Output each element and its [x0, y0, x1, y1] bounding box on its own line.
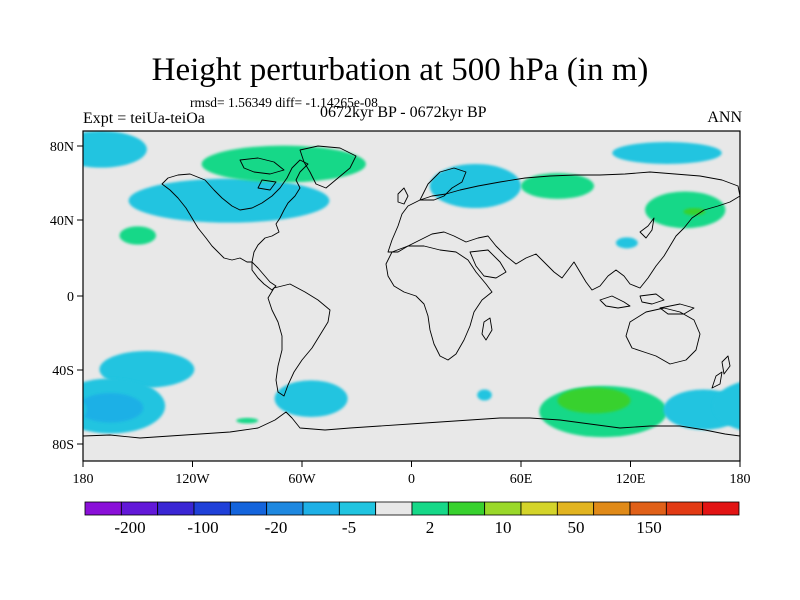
anomaly-region	[712, 382, 740, 430]
plot-title: Height perturbation at 500 hPa (in m)	[151, 52, 649, 88]
period-label: 0672kyr BP - 0672kyr BP	[320, 104, 487, 121]
colorbar-label: -200	[114, 518, 145, 537]
anomaly-region	[83, 393, 144, 423]
anomaly-region	[83, 131, 147, 168]
coastline-maritime-asia	[599, 293, 695, 315]
colorbar-label: 150	[636, 518, 662, 537]
latitude-axis: 80N 40N 0 40S 80S	[50, 140, 83, 453]
lon-tick-180e: 180	[730, 472, 751, 487]
colorbar-swatch	[302, 501, 340, 516]
colorbar-label: -20	[265, 518, 288, 537]
experiment-label: Expt = teiUa-teiOa	[83, 110, 205, 127]
anomaly-region	[521, 173, 594, 199]
lat-tick-0: 0	[67, 290, 74, 305]
coastline-japan	[639, 217, 655, 239]
colorbar-label: -5	[342, 518, 356, 537]
colorbar-swatch	[84, 501, 122, 516]
coastline-north-america	[161, 159, 309, 263]
colorbar-swatch	[702, 501, 740, 516]
anomaly-shading	[83, 131, 740, 438]
colorbar-swatch	[157, 501, 195, 516]
coastline-africa	[385, 245, 493, 361]
colorbar-swatch	[520, 501, 558, 516]
anomaly-region	[612, 142, 722, 164]
colorbar-swatch	[593, 501, 631, 516]
colorbar-swatch	[484, 501, 522, 516]
lon-tick-120e: 120E	[616, 472, 646, 487]
coastline-scandinavia	[419, 167, 467, 201]
colorbar-swatch	[375, 501, 413, 516]
colorbar-label: 10	[495, 518, 512, 537]
coastline-south-america	[267, 283, 331, 397]
anomaly-region	[119, 226, 156, 245]
anomaly-region	[477, 389, 492, 401]
colorbar-swatch	[447, 501, 486, 516]
colorbar-swatch	[266, 501, 304, 516]
lon-tick-60w: 60W	[288, 472, 316, 487]
coastline-australia	[625, 307, 701, 365]
colorbar-label: 2	[426, 518, 435, 537]
lon-tick-180w: 180	[73, 472, 94, 487]
coastline-madagascar	[481, 317, 493, 341]
coastlines	[83, 145, 740, 439]
coastline-arctic-islands	[239, 157, 285, 191]
colorbar-swatch	[665, 501, 704, 516]
coastline-arabia	[469, 249, 507, 279]
colorbar-swatch	[120, 501, 159, 516]
lat-tick-80S: 80S	[52, 438, 74, 453]
anomaly-region	[429, 164, 521, 208]
coastline-antarctica	[83, 411, 740, 439]
lon-tick-60e: 60E	[510, 472, 533, 487]
anomaly-region	[236, 417, 259, 424]
longitude-axis: 180 120W 60W 0 60E 120E 180	[73, 461, 751, 487]
colorbar-swatch	[193, 501, 231, 516]
anomaly-region	[83, 401, 87, 419]
lat-tick-40S: 40S	[52, 364, 74, 379]
colorbar-swatch	[629, 501, 667, 516]
lat-tick-40N: 40N	[50, 214, 74, 229]
coastline-greenland	[299, 145, 357, 189]
anomaly-region	[615, 237, 638, 249]
colorbar-swatch	[229, 501, 268, 516]
lon-tick-0: 0	[408, 472, 415, 487]
coastline-eurasia	[387, 171, 740, 291]
colorbar-labels: -200 -100 -20 -5 2 10 50 150	[114, 518, 661, 537]
lon-tick-120w: 120W	[175, 472, 210, 487]
anomaly-region	[274, 380, 348, 417]
statistics-line: rmsd= 1.56349 diff= -1.14265e-08	[190, 95, 378, 110]
colorbar-swatch	[556, 501, 595, 516]
colorbar-swatch	[411, 501, 449, 516]
colorbar-label: -100	[187, 518, 218, 537]
lat-tick-80N: 80N	[50, 140, 74, 155]
anomaly-region	[557, 387, 631, 414]
colorbar-swatch	[338, 501, 377, 516]
anomaly-region	[128, 178, 330, 223]
coastline-british-isles	[397, 187, 409, 205]
season-label: ANN	[707, 109, 742, 126]
colorbar	[84, 501, 740, 516]
anomaly-region	[201, 145, 366, 183]
coastline-new-zealand	[711, 355, 731, 389]
colorbar-label: 50	[568, 518, 585, 537]
anomaly-region	[99, 351, 195, 388]
anomaly-region	[683, 208, 706, 216]
